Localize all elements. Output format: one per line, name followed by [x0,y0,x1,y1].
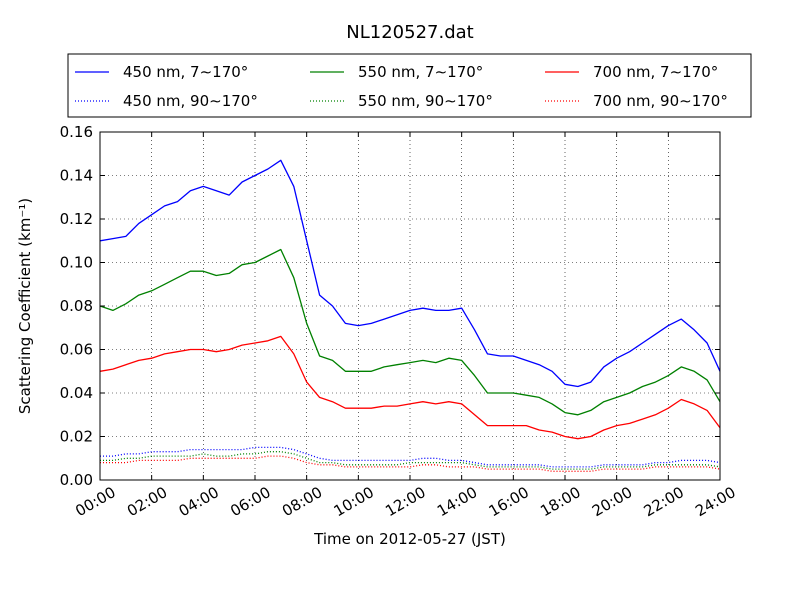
series-line-1 [99,248,721,416]
grid [100,132,720,480]
y-tick-label: 0.00 [60,471,93,489]
legend: 450 nm, 7∼170° 550 nm, 7∼170° 700 nm, 7∼17… [67,53,752,118]
x-tick-label: 06:00 [227,483,273,520]
x-tick-label: 18:00 [537,483,583,520]
chart-title: NL120527.dat [346,22,473,43]
y-tick-label: 0.06 [60,341,93,359]
series-line-2 [99,335,721,440]
ticks [99,131,721,481]
y-tick-label: 0.10 [60,254,93,272]
y-tick-label: 0.08 [60,297,93,315]
y-tick-label: 0.12 [60,210,93,228]
plot-area [99,131,721,481]
y-tick-label: 0.14 [60,167,93,185]
series-line-3 [100,446,721,468]
legend-frame [67,53,752,118]
y-axis-title: Scattering Coefficient (km⁻¹) [16,198,34,414]
x-tick-label: 04:00 [176,483,222,520]
legend-label: 450 nm, 7∼170° [123,63,248,81]
y-tick-labels: 0.00 0.02 0.04 0.06 0.08 0.10 0.12 0.14 0.16 [60,123,93,489]
x-tick-label: 02:00 [124,483,170,520]
x-tick-label: 08:00 [279,483,325,520]
y-tick-label: 0.16 [60,123,93,141]
legend-label: 550 nm, 90∼170° [358,92,493,110]
series-lines [99,159,721,472]
x-tick-label: 22:00 [641,483,687,520]
x-tick-labels: 00:00 02:00 04:00 06:00 08:00 10:00 12:00 14:00… [72,483,738,520]
legend-label: 700 nm, 90∼170° [593,92,728,110]
x-axis-title: Time on 2012-05-27 (JST) [313,530,506,548]
legend-label: 700 nm, 7∼170° [593,63,718,81]
y-tick-label: 0.04 [60,384,93,402]
x-tick-label: 24:00 [692,483,738,520]
x-tick-label: 12:00 [382,483,428,520]
x-tick-label: 20:00 [589,483,635,520]
legend-label: 450 nm, 90∼170° [123,92,258,110]
series-line-5 [100,455,721,472]
x-tick-label: 10:00 [331,483,377,520]
x-tick-label: 14:00 [434,483,480,520]
legend-label: 550 nm, 7∼170° [358,63,483,81]
y-tick-label: 0.02 [60,428,93,446]
x-tick-label: 16:00 [486,483,532,520]
series-line-0 [99,159,721,388]
